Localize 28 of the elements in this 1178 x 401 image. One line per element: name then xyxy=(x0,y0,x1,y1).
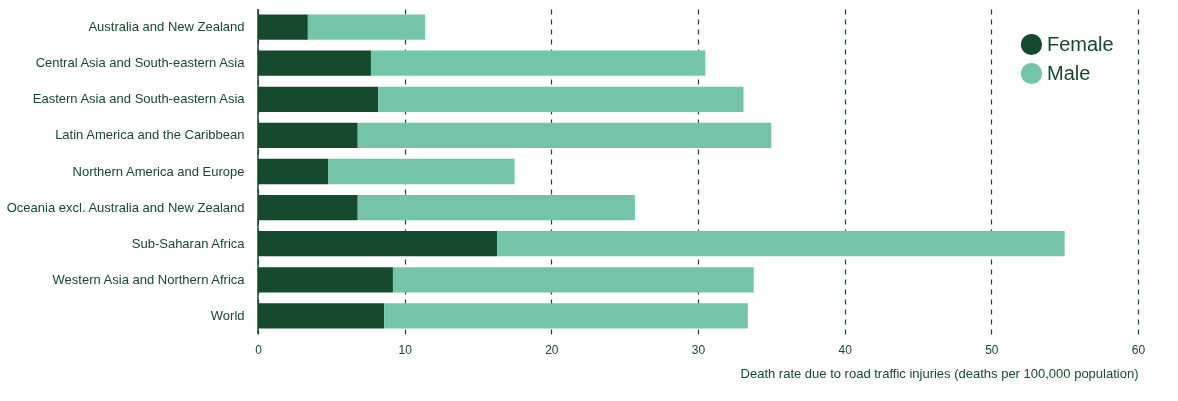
y-tick-label: Central Asia and South-eastern Asia xyxy=(35,55,246,71)
x-tick-label: 50 xyxy=(985,342,999,357)
x-tick-label: 40 xyxy=(838,342,853,357)
y-tick-label: World xyxy=(210,307,245,323)
y-tick-label: Northern America and Europe xyxy=(72,163,245,179)
bar xyxy=(392,267,754,293)
legend-label: Male xyxy=(1047,61,1091,84)
y-tick-label: Western Asia and Northern Africa xyxy=(52,271,246,287)
bar xyxy=(357,122,772,149)
x-tick-label: 0 xyxy=(255,342,263,357)
bar xyxy=(357,194,635,221)
bar xyxy=(384,303,748,329)
bar xyxy=(307,14,426,40)
x-axis-title: Death rate due to road traffic injuries (deaths per 100,000 population) xyxy=(740,365,1139,381)
y-tick-label: Sub-Saharan Africa xyxy=(131,235,246,251)
bar xyxy=(378,86,744,112)
x-tick-label: 20 xyxy=(545,342,559,357)
x-tick-label: 60 xyxy=(1131,342,1146,357)
y-tick-label: Eastern Asia and South-eastern Asia xyxy=(32,91,246,107)
bar xyxy=(328,158,515,185)
y-tick-label: Australia and New Zealand xyxy=(88,19,245,35)
y-tick-label: Oceania excl. Australia and New Zealand xyxy=(6,199,245,215)
bar xyxy=(497,231,1065,257)
x-tick-label: 30 xyxy=(691,342,706,357)
bar xyxy=(370,50,706,76)
x-tick-label: 10 xyxy=(398,342,413,357)
legend-label: Female xyxy=(1047,32,1114,55)
y-tick-label: Latin America and the Caribbean xyxy=(55,127,245,143)
